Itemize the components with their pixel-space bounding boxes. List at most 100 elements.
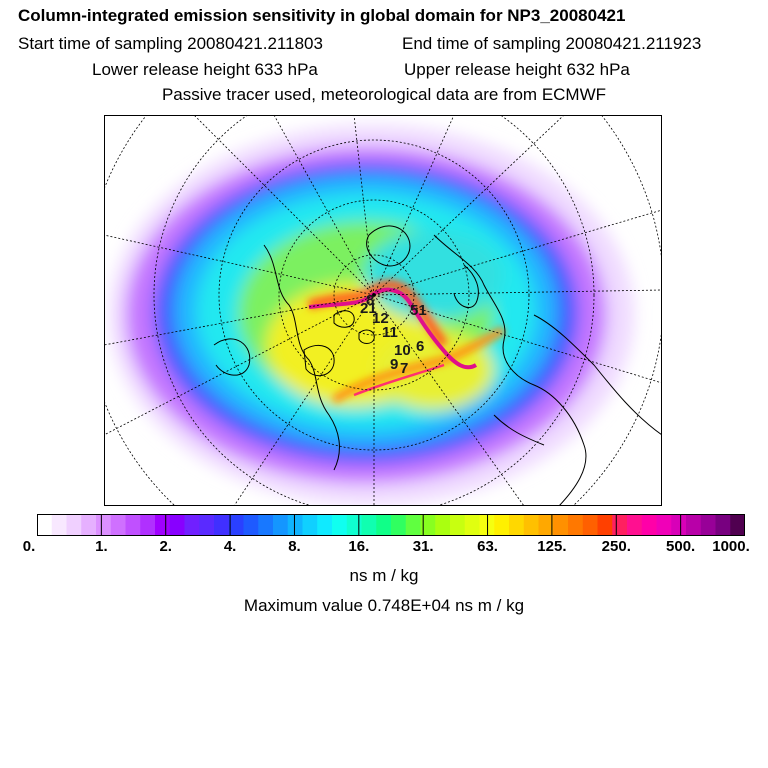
colorbar-swatch [169,514,185,536]
coastline-arctic-islands [333,310,355,328]
colorbar-swatch [450,514,466,536]
colorbar-swatch [51,514,67,536]
meridian-line [373,289,662,296]
latitude-circle [153,115,595,506]
colorbar-swatch [538,514,554,536]
plume-core [308,287,478,370]
colorbar-swatch [597,514,613,536]
colorbar-swatch [435,514,451,536]
colorbar-swatch [125,514,141,536]
colorbar-swatch [332,514,348,536]
colorbar-swatch [110,514,126,536]
colorbar-swatch [464,514,480,536]
colorbar-tick-label: 1. [95,538,108,555]
track-label: 21 [360,300,377,317]
colorbar-tick-label: 63. [477,538,498,555]
coastline-eurasia [433,234,587,506]
colorbar-swatch [140,514,156,536]
meridian-line [104,294,375,346]
maximum-value-label: Maximum value 0.748E+04 ns m / kg [243,596,525,615]
start-time-label: Start time of sampling 20080421.211803 [18,34,323,53]
colorbar-swatch [686,514,702,536]
colorbar-border [37,514,745,536]
track-label: 7 [400,360,408,377]
track-label: 10 [394,342,411,359]
colorbar-swatch [346,514,362,536]
tracer-note: Passive tracer used, meteorological data… [161,85,607,104]
colorbar-swatch [612,514,628,536]
colorbar-swatch [391,514,407,536]
track-label: 9 [390,356,398,373]
colorbar-tick-label: 500. [666,538,696,555]
colorbar-swatch [184,514,200,536]
colorbar-swatch [627,514,643,536]
colorbar-swatch [715,514,731,536]
track-label: 8 [366,292,374,309]
colorbar-swatch [568,514,584,536]
colorbar-swatch [287,514,303,536]
coastline-greenland [366,225,411,267]
colorbar-swatch [509,514,525,536]
latitude-circle [333,254,415,336]
upper-height-label: Upper release height 632 hPa [404,60,630,79]
coastline-arctic-islands-2 [358,329,375,344]
coastline-asia-east [533,314,662,436]
track-label: 11 [382,324,398,341]
colorbar-swatch [37,514,53,536]
colorbar-tick-label: 2. [159,538,172,555]
colorbar-swatch [317,514,333,536]
colorbar-swatch [494,514,510,536]
colorbar-tick-label: 0. [22,538,36,555]
lower-height-label: Lower release height 633 hPa [92,60,318,79]
coastline-scandinavia [453,264,479,308]
track-label: 51 [410,302,427,319]
colorbar-swatch [523,514,539,536]
meridian-line [104,294,375,436]
meridian-line [373,294,525,506]
colorbar-swatch [214,514,230,536]
colorbar-tick-label: 31. [412,538,434,555]
colorbar-swatch [66,514,82,536]
colorbar-swatch [96,514,112,536]
figure-title: Column-integrated emission sensitivity i… [18,6,626,25]
colorbar-tick-label: 250. [601,538,631,555]
colorbar-tick-label: 8. [288,538,301,555]
colorbar-swatch [199,514,215,536]
sensitivity-map: 51 6 10 11 12 21 9 7 8 [104,115,662,506]
field-cyan-patch [364,230,504,320]
colorbar-swatch [641,514,657,536]
coastline-europe [493,414,545,446]
plume-upper [307,279,449,348]
track-label: 6 [416,338,424,355]
colorbar-swatch [228,514,244,536]
coastline-alaska [213,338,251,376]
colorbar-tick-label: 125. [537,538,567,555]
colorbar-swatch [656,514,672,536]
meridian-line [193,115,375,296]
colorbar-swatch [730,514,745,536]
colorbar-swatch [671,514,687,536]
colorbar [37,514,745,536]
colorbar-swatch [553,514,569,536]
colorbar-tick-label: 4. [223,538,237,555]
colorbar-swatch [361,514,377,536]
colorbar-swatch [582,514,598,536]
colorbar-swatch [258,514,274,536]
coastline-north-america [263,244,340,471]
colorbar-swatch [700,514,716,536]
colorbar-swatch [273,514,289,536]
colorbar-unit: ns m / kg [349,566,419,585]
colorbar-tick-label: 1000. [712,538,750,555]
colorbar-swatch [302,514,318,536]
latitude-circle [218,139,530,451]
track-label: 12 [372,310,389,327]
plume-lower [331,326,506,404]
coastline-hudson-bay [303,345,335,377]
latitude-circle [278,199,470,391]
end-time-label: End time of sampling 20080421.211923 [402,34,702,53]
plume-core-2 [353,363,445,397]
colorbar-swatch [405,514,421,536]
colorbar-swatch [155,514,171,536]
colorbar-swatch [81,514,97,536]
colorbar-swatch [420,514,436,536]
